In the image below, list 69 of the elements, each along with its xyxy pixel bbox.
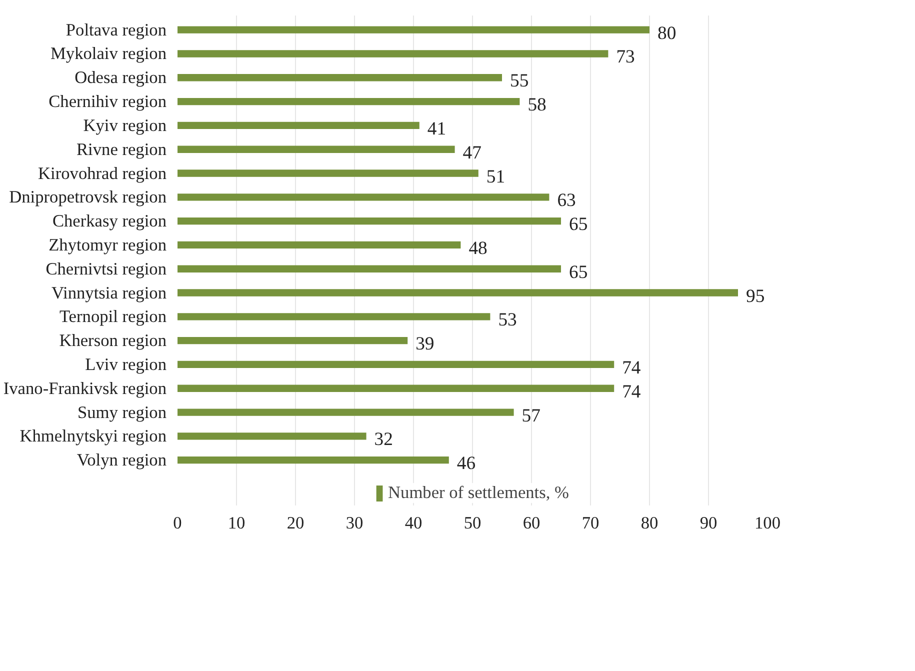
- y-tick-label: Cherkasy region: [52, 212, 167, 231]
- y-tick-label: Chernivtsi region: [46, 259, 167, 278]
- y-tick-label: Kirovohrad region: [38, 164, 167, 183]
- y-tick-label: Sumy region: [77, 402, 167, 422]
- x-tick-label: 60: [522, 514, 540, 532]
- data-label: 74: [622, 381, 642, 402]
- data-label: 32: [374, 429, 393, 450]
- y-tick-label: Rivne region: [76, 140, 167, 159]
- y-tick-label: Chernihiv region: [48, 92, 167, 112]
- data-label: 55: [510, 70, 529, 92]
- data-label: 53: [498, 310, 517, 331]
- data-label: 65: [569, 214, 588, 236]
- x-tick-label: 70: [582, 514, 600, 532]
- bar: [178, 26, 650, 34]
- y-tick-label: Dnipropetrovsk region: [9, 188, 167, 207]
- bar: [178, 432, 366, 440]
- data-label: 48: [468, 238, 488, 259]
- data-label: 51: [486, 166, 506, 188]
- y-tick-label: Poltava region: [66, 20, 167, 40]
- bar: [178, 408, 514, 416]
- y-tick-label: Lviv region: [85, 354, 167, 374]
- y-tick-label: Khmelnytskyi region: [20, 426, 167, 446]
- y-tick-label: Vinnytsia region: [52, 283, 167, 302]
- bar: [178, 194, 550, 201]
- data-label: 65: [569, 262, 588, 283]
- bar: [178, 122, 420, 130]
- y-tick-label: Ternopil region: [59, 307, 167, 326]
- bar: [178, 289, 738, 296]
- data-label: 46: [456, 453, 476, 474]
- data-label: 58: [528, 94, 546, 116]
- legend-label: Number of settlements, %: [388, 483, 569, 503]
- data-label: 57: [522, 405, 540, 426]
- x-tick-label: 20: [286, 514, 304, 532]
- bar: [178, 336, 408, 344]
- x-tick-label: 90: [700, 514, 718, 532]
- data-label: 63: [557, 190, 576, 212]
- bar: [178, 456, 449, 464]
- y-tick-label: Odesa region: [74, 68, 167, 88]
- bar: [178, 360, 614, 368]
- data-label: 47: [462, 142, 482, 164]
- data-label: 73: [616, 46, 635, 68]
- bar: [178, 74, 502, 82]
- bar: [178, 265, 561, 272]
- data-label: 39: [416, 334, 434, 355]
- x-tick-label: 0: [173, 514, 182, 532]
- bar: [178, 217, 561, 225]
- y-tick-label: Zhytomyr region: [48, 235, 167, 254]
- y-tick-label: Volyn region: [76, 450, 167, 470]
- data-label: 74: [622, 357, 642, 378]
- data-label: 80: [658, 22, 676, 44]
- x-tick-label: 30: [346, 514, 364, 532]
- bar: [178, 50, 608, 58]
- bar: [178, 170, 478, 177]
- data-label: 95: [746, 286, 765, 307]
- bar: [178, 313, 490, 320]
- x-tick-label: 80: [640, 514, 658, 532]
- data-label: 41: [427, 118, 446, 140]
- bar: [178, 146, 455, 153]
- bar: [178, 241, 461, 249]
- y-tick-label: Kherson region: [59, 331, 167, 350]
- x-tick-label: 10: [228, 514, 246, 532]
- x-tick-label: 50: [464, 514, 482, 532]
- bar: [178, 384, 614, 392]
- bar: [178, 98, 520, 106]
- x-tick-label: 40: [404, 514, 422, 532]
- y-tick-label: Ivano-Frankivsk region: [3, 378, 167, 398]
- x-tick-label: 100: [754, 514, 781, 532]
- y-tick-label: Mykolaiv region: [50, 44, 167, 64]
- y-tick-label: Kyiv region: [83, 116, 167, 135]
